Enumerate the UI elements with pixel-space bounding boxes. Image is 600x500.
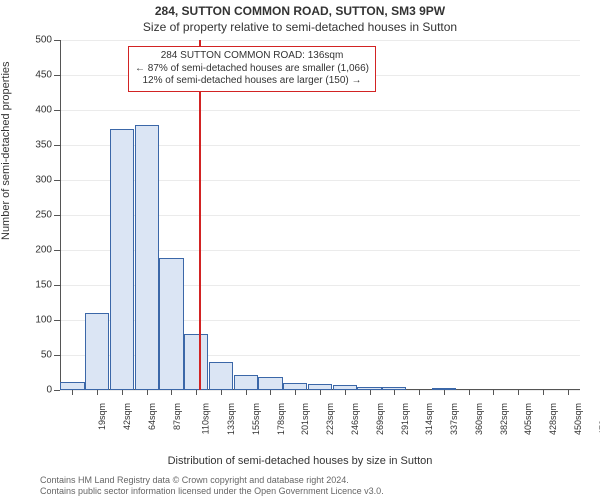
x-tick-label: 405sqm: [523, 403, 533, 435]
annotation-box: 284 SUTTON COMMON ROAD: 136sqm← 87% of s…: [128, 46, 376, 92]
x-tick: [295, 390, 296, 395]
chart-title-main: 284, SUTTON COMMON ROAD, SUTTON, SM3 9PW: [0, 4, 600, 18]
x-tick: [444, 390, 445, 395]
x-tick-label: 360sqm: [474, 403, 484, 435]
y-axis-label: Number of semi-detached properties: [0, 61, 12, 240]
x-tick: [147, 390, 148, 395]
plot-area: 05010015020025030035040045050019sqm42sqm…: [60, 40, 580, 390]
x-tick-label: 201sqm: [301, 403, 311, 435]
x-tick-label: 291sqm: [400, 403, 410, 435]
histogram-bar: [258, 377, 282, 390]
x-tick-label: 87sqm: [172, 403, 182, 430]
y-tick-label: 0: [46, 385, 60, 396]
y-tick-label: 250: [35, 210, 60, 221]
x-tick: [122, 390, 123, 395]
x-axis-label: Distribution of semi-detached houses by …: [0, 455, 600, 467]
x-tick: [171, 390, 172, 395]
y-tick-label: 450: [35, 70, 60, 81]
histogram-bar: [184, 334, 208, 390]
x-tick: [270, 390, 271, 395]
x-tick-label: 428sqm: [548, 403, 558, 435]
x-tick-label: 133sqm: [226, 403, 236, 435]
x-tick: [469, 390, 470, 395]
x-tick: [196, 390, 197, 395]
x-tick: [221, 390, 222, 395]
histogram-bar: [110, 129, 134, 390]
histogram-bar: [283, 383, 307, 390]
chart-title-sub: Size of property relative to semi-detach…: [0, 20, 600, 34]
annotation-line3: 12% of semi-detached houses are larger (…: [135, 75, 369, 88]
y-tick-label: 150: [35, 280, 60, 291]
histogram-bar: [60, 382, 84, 390]
x-tick-label: 337sqm: [449, 403, 459, 435]
histogram-bar: [159, 258, 183, 390]
x-tick-label: 223sqm: [325, 403, 335, 435]
x-tick: [419, 390, 420, 395]
x-tick: [394, 390, 395, 395]
x-tick-label: 19sqm: [97, 403, 107, 430]
x-tick-label: 110sqm: [201, 403, 211, 434]
annotation-line1: 284 SUTTON COMMON ROAD: 136sqm: [135, 50, 369, 63]
footer-line-1: Contains HM Land Registry data © Crown c…: [40, 475, 384, 487]
y-tick-label: 500: [35, 35, 60, 46]
y-tick-label: 200: [35, 245, 60, 256]
reference-line: [199, 40, 201, 390]
x-tick: [568, 390, 569, 395]
y-tick-label: 400: [35, 105, 60, 116]
x-tick-label: 269sqm: [375, 403, 385, 435]
x-tick: [345, 390, 346, 395]
x-tick: [493, 390, 494, 395]
x-tick: [518, 390, 519, 395]
x-tick-label: 178sqm: [276, 403, 286, 435]
x-tick-label: 314sqm: [424, 403, 434, 435]
y-tick-label: 300: [35, 175, 60, 186]
x-tick-label: 382sqm: [499, 403, 509, 435]
x-tick-label: 155sqm: [251, 403, 261, 435]
histogram-bar: [234, 375, 258, 390]
x-tick: [72, 390, 73, 395]
footer-attribution: Contains HM Land Registry data © Crown c…: [40, 475, 384, 498]
grid-line: [60, 110, 580, 111]
y-tick-label: 100: [35, 315, 60, 326]
x-tick-label: 64sqm: [147, 403, 157, 430]
y-tick-label: 50: [41, 350, 60, 361]
histogram-bar: [135, 125, 159, 390]
x-tick-label: 246sqm: [350, 403, 360, 435]
chart-container: 284, SUTTON COMMON ROAD, SUTTON, SM3 9PW…: [0, 0, 600, 500]
footer-line-2: Contains public sector information licen…: [40, 486, 384, 498]
x-tick: [370, 390, 371, 395]
histogram-bar: [209, 362, 233, 390]
x-tick: [246, 390, 247, 395]
annotation-line2: ← 87% of semi-detached houses are smalle…: [135, 63, 369, 76]
x-tick-label: 450sqm: [573, 403, 583, 435]
x-tick: [320, 390, 321, 395]
histogram-bar: [85, 313, 109, 390]
x-tick: [543, 390, 544, 395]
grid-line: [60, 40, 580, 41]
x-tick: [97, 390, 98, 395]
y-tick-label: 350: [35, 140, 60, 151]
x-tick-label: 42sqm: [122, 403, 132, 430]
